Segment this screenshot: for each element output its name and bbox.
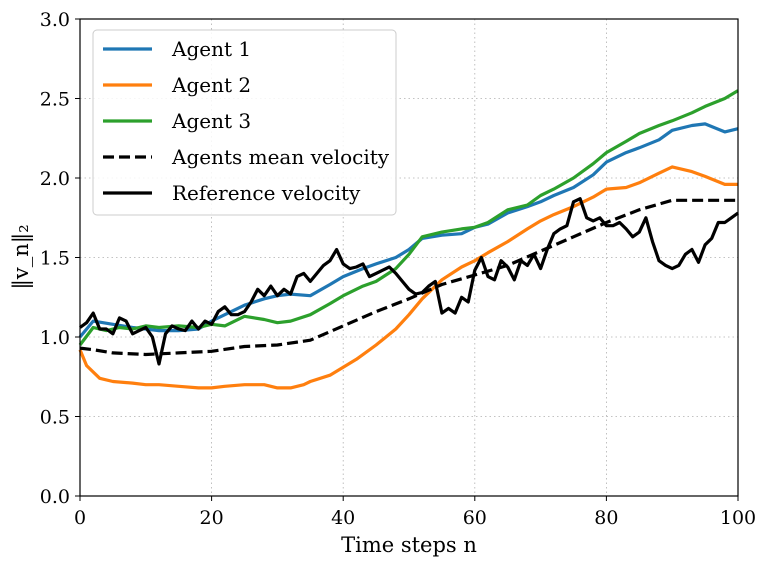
x-tick-label: 0 (74, 507, 86, 529)
y-tick-label: 2.5 (40, 89, 70, 111)
x-tick-label: 40 (331, 507, 355, 529)
legend-label-5: Reference velocity (172, 181, 361, 205)
x-tick-label: 60 (463, 507, 487, 529)
grid (80, 19, 738, 496)
series-line-reference-velocity (79, 197, 739, 366)
x-tick-label: 100 (720, 507, 756, 529)
legend-label-1: Agent 1 (171, 37, 251, 61)
x-tick-label: 80 (594, 507, 618, 529)
y-axis-label: ‖v_n‖₂ (9, 224, 34, 289)
x-axis-label: Time steps n (341, 533, 477, 557)
y-axis-label-text: ‖v_n‖₂ (9, 224, 34, 289)
legend-label-4: Agents mean velocity (171, 145, 390, 169)
y-tick-label: 0.0 (40, 486, 70, 508)
y-tick-label: 1.5 (40, 248, 70, 270)
series-line-agent-1 (78, 122, 739, 339)
y-tick-label: 0.5 (40, 407, 70, 429)
series-lines (78, 89, 739, 390)
y-tick-label: 1.0 (40, 327, 70, 349)
legend: Agent 1 Agent 2 Agent 3 Agents mean velocit… (92, 29, 397, 216)
x-tick-label: 20 (200, 507, 224, 529)
series-line-agent-2 (78, 165, 738, 390)
legend-label-3: Agent 3 (171, 109, 251, 133)
legend-label-2: Agent 2 (171, 73, 251, 97)
y-tick-label: 2.0 (40, 168, 70, 190)
legend-box (92, 29, 397, 216)
axis-ticks: 0 20 40 60 80 100 0.0 0.5 1.0 1.5 2.0 2.5 3.0 (40, 9, 756, 529)
x-axis-label-text: Time steps n (341, 533, 477, 557)
y-tick-label: 3.0 (40, 9, 70, 31)
